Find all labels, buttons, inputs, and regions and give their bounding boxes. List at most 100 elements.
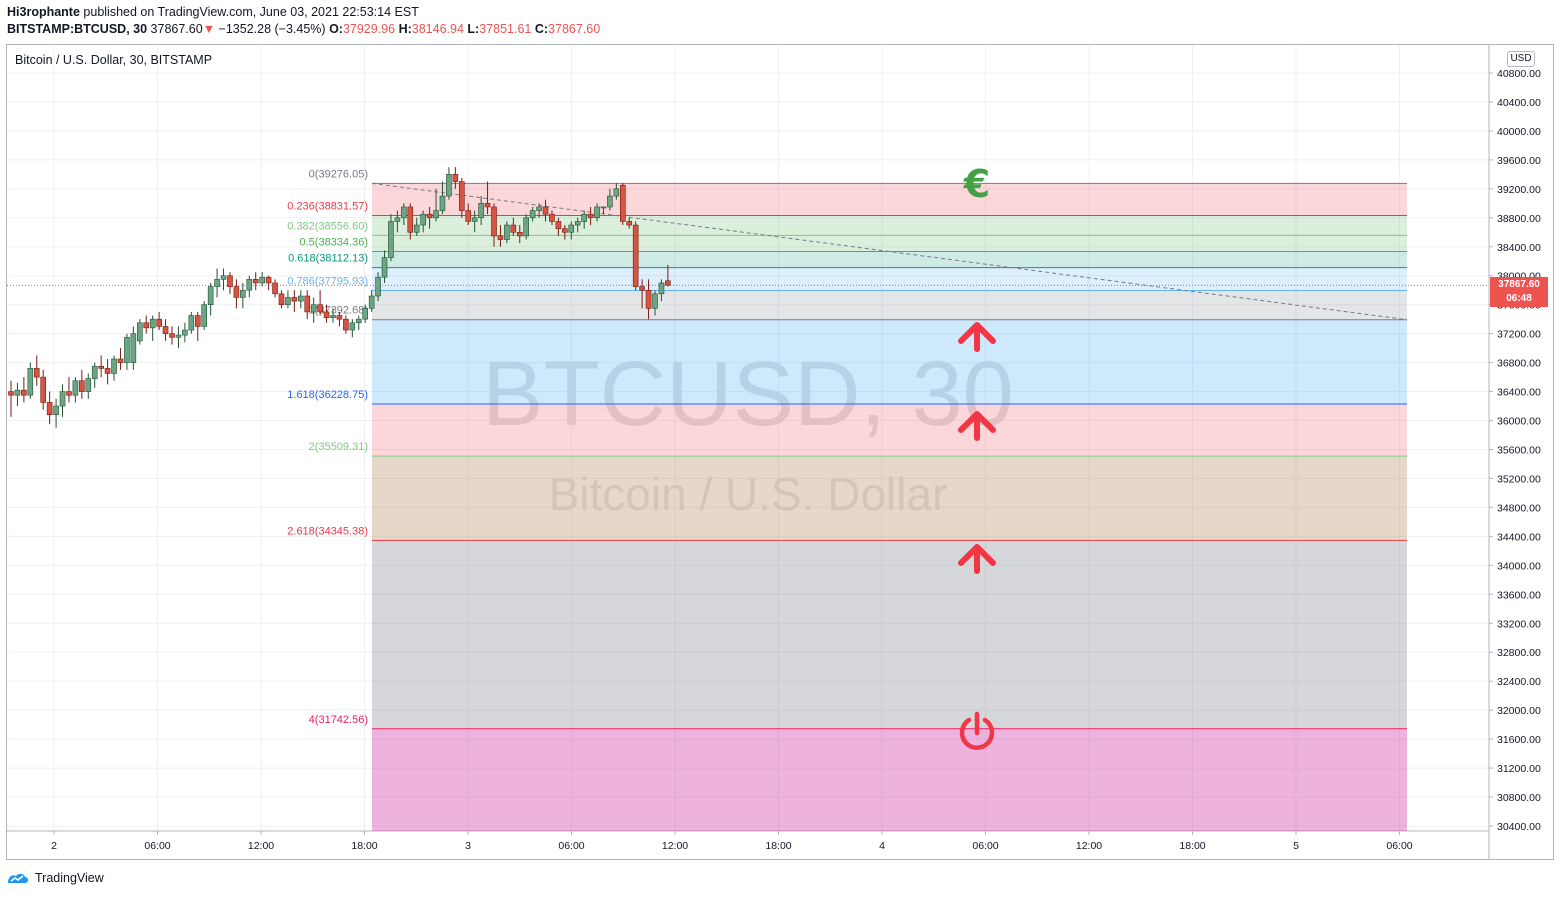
fib-level-label: 1.618(36228.75) bbox=[287, 389, 368, 401]
candle-body bbox=[201, 304, 207, 327]
open-value: 37929.96 bbox=[342, 22, 396, 36]
candle bbox=[594, 203, 600, 222]
price-tick-label: 35600.00 bbox=[1497, 445, 1541, 457]
candle bbox=[149, 315, 156, 341]
candle-body bbox=[104, 368, 111, 374]
candle-body bbox=[626, 221, 633, 226]
tradingview-logo-icon[interactable] bbox=[6, 871, 30, 885]
candle bbox=[529, 206, 536, 222]
candle-body bbox=[194, 315, 201, 327]
candle-body bbox=[72, 380, 79, 396]
footer-brand[interactable]: TradingView bbox=[35, 871, 104, 885]
candle-body bbox=[310, 304, 317, 313]
author-name[interactable]: Hi3rophante bbox=[7, 5, 80, 19]
candle bbox=[252, 272, 259, 291]
close-label: C: bbox=[534, 22, 549, 36]
candle-body bbox=[188, 315, 195, 331]
up-arrow-icon bbox=[958, 322, 996, 352]
fib-level-label: 0(39276.05) bbox=[309, 168, 368, 180]
candle bbox=[310, 297, 317, 323]
candle bbox=[478, 196, 484, 226]
watermark-name: Bitcoin / U.S. Dollar bbox=[549, 468, 948, 520]
candle bbox=[137, 319, 143, 345]
candle-body bbox=[336, 315, 343, 320]
candle-body bbox=[66, 391, 72, 396]
candle-body bbox=[652, 293, 658, 309]
price-tick-label: 34800.00 bbox=[1497, 502, 1541, 514]
candle-body bbox=[304, 295, 311, 313]
candle bbox=[452, 167, 459, 189]
candle bbox=[259, 272, 265, 287]
time-tick-label: 5 bbox=[1293, 840, 1299, 852]
candle bbox=[587, 206, 594, 226]
candle bbox=[169, 326, 175, 345]
candle-body bbox=[452, 174, 459, 182]
currency-badge[interactable]: USD bbox=[1507, 51, 1535, 67]
candle-body bbox=[40, 376, 47, 403]
candle-body bbox=[349, 322, 356, 331]
time-tick-label: 18:00 bbox=[351, 840, 377, 852]
price-tag-value: 37867.60 bbox=[1498, 279, 1540, 290]
candle-body bbox=[587, 213, 594, 219]
candle-body bbox=[291, 297, 298, 302]
candle-body bbox=[175, 334, 182, 338]
candle-body bbox=[388, 221, 394, 258]
candle-body bbox=[214, 279, 220, 287]
candle-body bbox=[497, 235, 504, 240]
fib-band bbox=[372, 728, 1407, 831]
candle bbox=[491, 203, 497, 247]
candle-body bbox=[529, 210, 536, 219]
candle-body bbox=[523, 217, 530, 237]
candle-body bbox=[394, 217, 401, 222]
candle-body bbox=[220, 275, 227, 280]
candle bbox=[619, 183, 626, 226]
high-value: 38146.94 bbox=[411, 22, 464, 36]
candle-body bbox=[555, 221, 562, 229]
candle bbox=[388, 214, 394, 262]
candle bbox=[214, 268, 220, 298]
candle bbox=[175, 326, 182, 349]
candle bbox=[233, 279, 240, 309]
candle bbox=[645, 279, 652, 320]
price-tick-label: 34400.00 bbox=[1497, 531, 1541, 543]
fib-level-label: 2(35509.31) bbox=[309, 441, 368, 453]
fib-level-label: 0.236(38831.57) bbox=[287, 201, 368, 213]
candles bbox=[8, 167, 671, 428]
candle bbox=[555, 217, 562, 236]
price-tick-label: 39200.00 bbox=[1497, 184, 1541, 196]
chart-frame[interactable] bbox=[6, 44, 1554, 860]
candle-body bbox=[536, 206, 542, 211]
candle bbox=[317, 290, 323, 316]
candle-body bbox=[53, 405, 59, 416]
candle bbox=[581, 210, 587, 229]
candle bbox=[117, 348, 124, 370]
candle-body bbox=[504, 224, 510, 240]
candle-body bbox=[117, 358, 124, 363]
candle bbox=[14, 382, 21, 407]
candle-body bbox=[549, 213, 555, 222]
candle-body bbox=[355, 318, 362, 324]
candle-body bbox=[156, 318, 162, 327]
candle-body bbox=[323, 311, 330, 319]
candle bbox=[401, 203, 407, 226]
fib-band bbox=[372, 215, 1407, 236]
price-tick-label: 35200.00 bbox=[1497, 473, 1541, 485]
candle bbox=[40, 369, 47, 410]
candle bbox=[53, 398, 59, 428]
candle bbox=[323, 304, 330, 323]
candle bbox=[91, 362, 98, 388]
candle-body bbox=[246, 279, 253, 291]
fib-bands bbox=[372, 183, 1407, 831]
candle-body bbox=[433, 210, 439, 219]
low-label: L: bbox=[467, 22, 480, 36]
fib-trend-line bbox=[371, 182, 1408, 321]
chart-legend: Bitcoin / U.S. Dollar, 30, BITSTAMP bbox=[15, 53, 213, 67]
footer: TradingView bbox=[6, 871, 104, 885]
time-tick-label: 2 bbox=[51, 840, 57, 852]
candle bbox=[439, 181, 446, 215]
candle-body bbox=[426, 213, 433, 219]
candle-body bbox=[594, 206, 600, 219]
change-arrow-icon: ▼ bbox=[202, 22, 216, 36]
candle bbox=[504, 221, 510, 244]
